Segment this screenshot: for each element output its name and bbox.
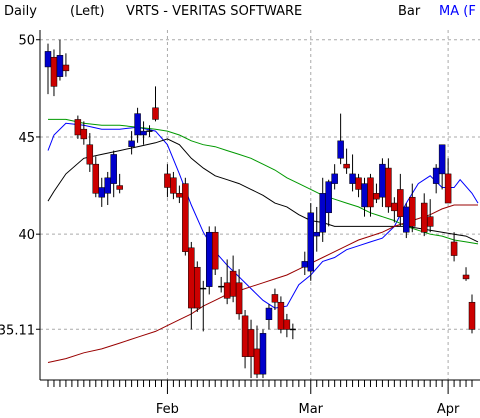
candle-up: [319, 193, 326, 233]
candle-down: [343, 163, 350, 169]
candle-down: [74, 119, 82, 136]
candle-down: [241, 315, 249, 357]
candle-down: [397, 189, 404, 217]
period-label: Daily: [4, 4, 37, 19]
candle-down: [420, 202, 428, 233]
candle-down: [62, 64, 70, 72]
candle-up: [110, 154, 117, 184]
candle-down: [86, 144, 94, 165]
candle-down: [468, 301, 476, 330]
candle-down: [188, 247, 195, 309]
candle-down: [116, 185, 123, 190]
candle-down: [164, 173, 171, 188]
candle-down: [223, 282, 231, 299]
candle-down: [355, 177, 362, 190]
x-tick-label: Feb: [156, 402, 179, 417]
candle-down: [80, 128, 88, 140]
candle-up: [361, 183, 368, 208]
candle-down: [277, 301, 285, 330]
candle-up: [307, 212, 315, 272]
candle-down: [176, 193, 183, 198]
candle-down: [253, 348, 261, 375]
y-tick-label: 40: [18, 228, 35, 243]
candle-up: [140, 130, 147, 136]
candle-up: [128, 140, 135, 147]
chart-header: Daily (Left) VRTS - VERITAS SOFTWARE Bar…: [4, 4, 476, 19]
candle-up: [379, 163, 386, 198]
candle-up: [349, 173, 356, 184]
candle-up: [301, 261, 309, 268]
chart-axes: 50 45 40 35.11 Feb Mar Apr: [0, 30, 480, 417]
candle-down: [182, 183, 189, 252]
candle-down: [50, 56, 58, 87]
candle-down: [385, 167, 392, 208]
candle-up: [438, 144, 446, 175]
candle-up: [331, 173, 338, 184]
candle-down: [235, 282, 243, 315]
candle-down: [211, 231, 219, 270]
candle-up: [44, 51, 52, 68]
candle-down: [426, 216, 434, 227]
candle-up: [337, 140, 344, 159]
chart-title: VRTS - VERITAS SOFTWARE: [126, 4, 302, 19]
candle-down: [170, 177, 177, 194]
candle-down: [271, 294, 279, 303]
price-bars: [44, 39, 476, 379]
y-tick-label: 50: [18, 34, 35, 49]
candle-down: [450, 241, 458, 256]
candle-down: [92, 163, 100, 194]
x-tick-label: Apr: [437, 402, 460, 417]
candle-up: [98, 187, 105, 198]
candle-down: [194, 266, 201, 309]
axis-side-label: (Left): [70, 4, 105, 19]
candle-up: [56, 55, 64, 77]
candle-up: [432, 167, 440, 184]
chart-type-label: Bar: [398, 4, 421, 19]
candle-up: [134, 113, 141, 136]
candle-down: [391, 202, 398, 212]
y-tick-label: 35.11: [0, 323, 35, 338]
candle-up: [325, 181, 332, 214]
candle-down: [229, 270, 237, 297]
candle-up: [104, 177, 111, 194]
candle-up: [313, 231, 320, 237]
candle-down: [373, 193, 380, 200]
candle-down: [367, 177, 374, 208]
candle-down: [444, 173, 452, 204]
candle-up: [403, 206, 410, 233]
x-tick-label: Mar: [298, 402, 323, 417]
y-tick-label: 45: [18, 131, 35, 146]
candle-up: [265, 307, 273, 320]
candle-up: [259, 333, 267, 375]
candle-down: [462, 274, 470, 280]
candle-down: [152, 107, 159, 120]
candle-down: [247, 329, 255, 357]
candle-down: [283, 319, 291, 330]
candle-up: [205, 231, 213, 287]
moving-average-label: MA (F: [439, 4, 476, 19]
candle-down: [409, 196, 416, 227]
